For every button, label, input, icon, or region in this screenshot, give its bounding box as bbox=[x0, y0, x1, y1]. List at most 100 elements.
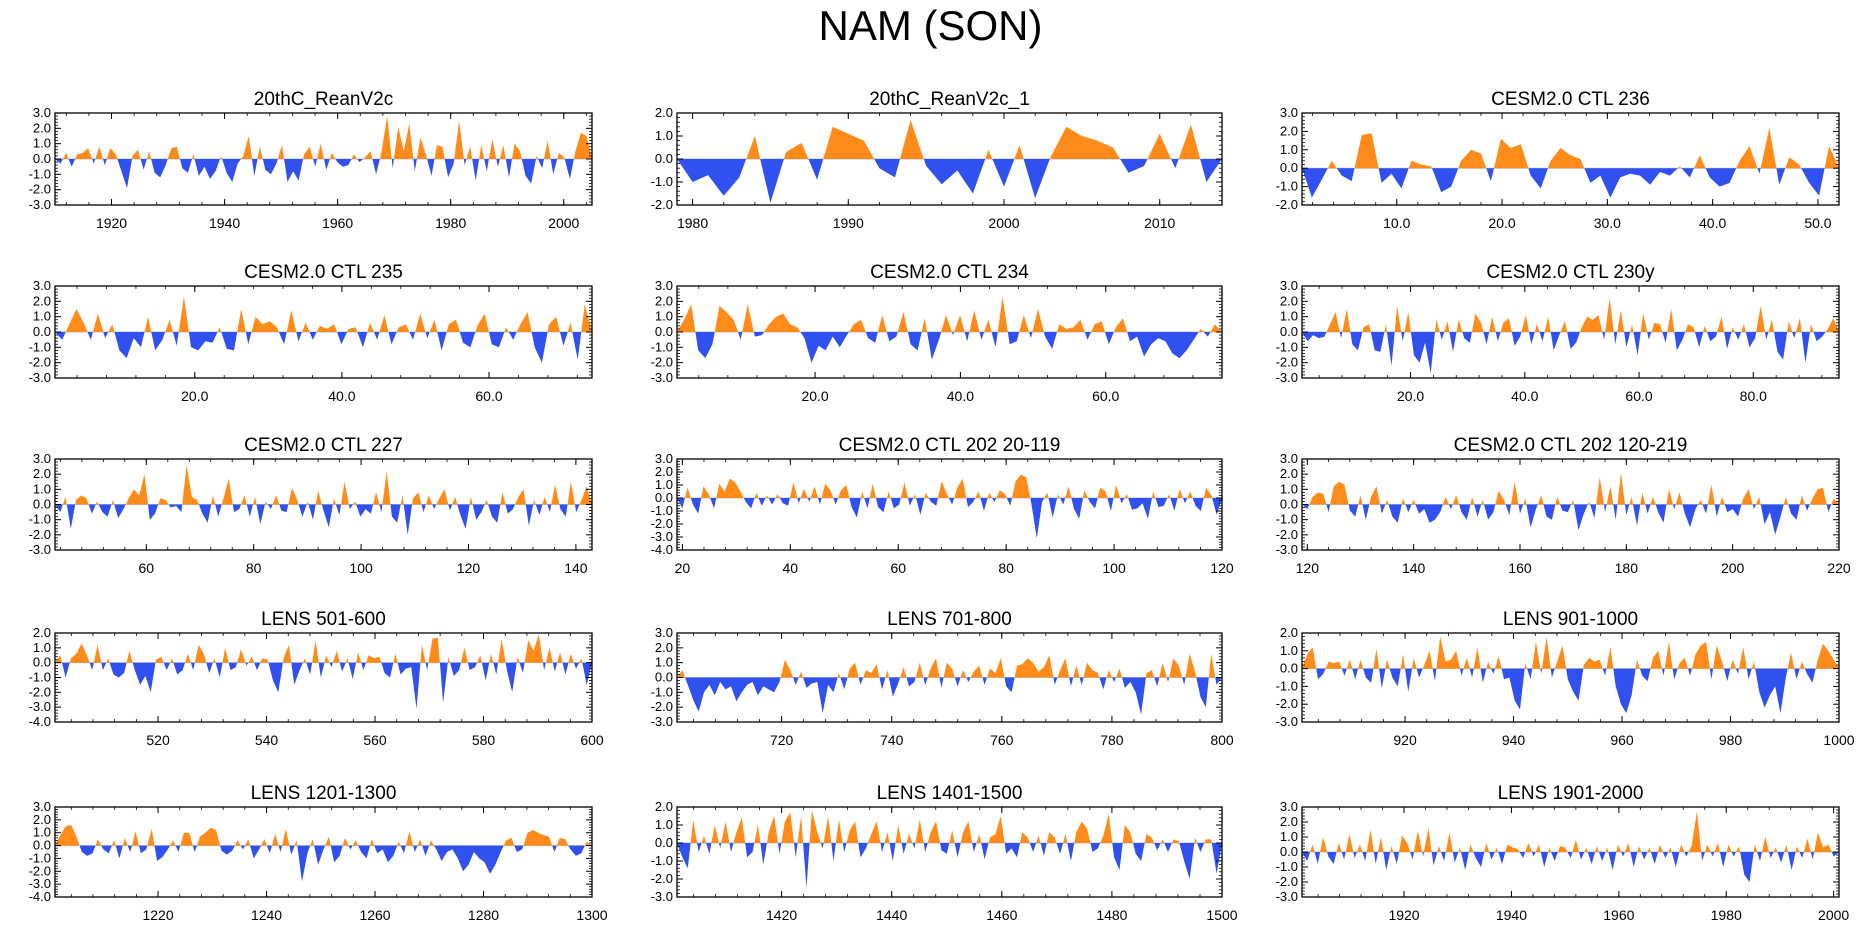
y-tick-label: -3.0 bbox=[651, 714, 673, 729]
plot-frame bbox=[676, 806, 1223, 898]
x-tick-label: 1280 bbox=[468, 907, 499, 923]
x-tick-label: 1300 bbox=[576, 907, 607, 923]
x-tick-label: 720 bbox=[770, 732, 794, 748]
y-tick-label: -1.0 bbox=[29, 166, 51, 181]
y-tick-label: -1.0 bbox=[651, 503, 673, 518]
x-tick-label: 1940 bbox=[209, 215, 240, 231]
panel-6: CESM2.0 CTL 230y 3.02.01.00.0-1.0-2.0-3.0… bbox=[1276, 262, 1840, 404]
y-tick-label: 0.0 bbox=[1280, 497, 1298, 512]
panel-2: 20thC_ReanV2c_1 2.0 1.0 0.0 -1.0 -2.0 1980 1990… bbox=[651, 89, 1223, 231]
y-tick-label: 3.0 bbox=[655, 625, 673, 640]
x-tick-label: 2000 bbox=[988, 215, 1019, 231]
y-tick-label: -2.0 bbox=[1276, 527, 1298, 542]
y-tick-label: -3.0 bbox=[29, 197, 51, 212]
y-tick-label: 3.0 bbox=[33, 451, 51, 466]
x-tick-label: 180 bbox=[1615, 560, 1639, 576]
x-tick-label: 140 bbox=[1402, 560, 1426, 576]
x-tick-label: 1440 bbox=[876, 907, 907, 923]
y-tick-label: 2.0 bbox=[655, 640, 673, 655]
y-tick-label: -3.0 bbox=[29, 370, 51, 385]
y-tick-label: -2.0 bbox=[29, 863, 51, 878]
y-tick-label: 1.0 bbox=[1280, 643, 1298, 658]
x-tick-label: 40.0 bbox=[1511, 388, 1538, 404]
y-tick-label: -2.0 bbox=[1276, 197, 1298, 212]
x-tick-label: 20.0 bbox=[801, 388, 828, 404]
negative-anomaly-area bbox=[677, 843, 1222, 888]
x-tick-label: 10.0 bbox=[1383, 215, 1410, 231]
x-tick-label: 540 bbox=[255, 732, 279, 748]
y-tick-label: 2.0 bbox=[1280, 466, 1298, 481]
positive-anomaly-area bbox=[55, 116, 592, 159]
x-tick-label: 50.0 bbox=[1804, 215, 1831, 231]
positive-anomaly-area bbox=[55, 825, 592, 846]
x-tick-label: 1940 bbox=[1496, 907, 1527, 923]
panel-title: CESM2.0 CTL 202 120-219 bbox=[1454, 435, 1688, 456]
y-tick-label: 2.0 bbox=[33, 812, 51, 827]
y-tick-label: -4.0 bbox=[29, 889, 51, 904]
x-tick-label: 1960 bbox=[1603, 907, 1634, 923]
x-tick-label: 800 bbox=[1210, 732, 1234, 748]
y-tick-label: 1.0 bbox=[1280, 481, 1298, 496]
negative-anomaly-area bbox=[677, 332, 1222, 363]
y-tick-label: 1.0 bbox=[33, 825, 51, 840]
x-tick-label: 1920 bbox=[1388, 907, 1419, 923]
y-tick-label: -2.0 bbox=[1276, 874, 1298, 889]
positive-anomaly-area bbox=[677, 119, 1222, 159]
negative-anomaly-area bbox=[1302, 668, 1839, 714]
panel-11: LENS 701-800 3.02.01.00.0-1.0-2.0-3.0 720 7… bbox=[651, 609, 1234, 748]
x-tick-label: 1000 bbox=[1823, 732, 1854, 748]
y-tick-label: -1.0 bbox=[651, 174, 673, 189]
y-tick-label: 1.0 bbox=[655, 817, 673, 832]
positive-anomaly-area bbox=[1302, 636, 1839, 669]
panel-title: LENS 901-1000 bbox=[1503, 609, 1638, 630]
negative-anomaly-area bbox=[1302, 332, 1839, 374]
panel-title: CESM2.0 CTL 202 20-119 bbox=[839, 435, 1061, 456]
panel-10: LENS 501-600 2.01.00.0-1.0-2.0-3.0-4.0 520… bbox=[29, 609, 604, 748]
panel-8: CESM2.0 CTL 202 20-119 3.02.01.00.0-1.0-2… bbox=[651, 435, 1234, 576]
positive-anomaly-area bbox=[1302, 811, 1839, 852]
y-tick-label: -3.0 bbox=[1276, 889, 1298, 904]
y-tick-label: 0.0 bbox=[1280, 160, 1298, 175]
x-tick-label: 140 bbox=[564, 560, 588, 576]
panel-title: CESM2.0 CTL 227 bbox=[244, 435, 403, 456]
panel-title: CESM2.0 CTL 235 bbox=[244, 262, 403, 283]
x-tick-label: 1500 bbox=[1206, 907, 1237, 923]
y-tick-label: -1.0 bbox=[651, 684, 673, 699]
y-tick-label: -1.0 bbox=[29, 670, 51, 685]
panel-title: CESM2.0 CTL 236 bbox=[1491, 89, 1650, 110]
x-tick-label: 980 bbox=[1719, 732, 1743, 748]
y-tick-label: 3.0 bbox=[1280, 451, 1298, 466]
y-tick-label: 2.0 bbox=[655, 105, 673, 120]
y-tick-label: 3.0 bbox=[33, 278, 51, 293]
plot-frame bbox=[1301, 112, 1840, 206]
x-tick-label: 2010 bbox=[1144, 215, 1175, 231]
x-tick-label: 780 bbox=[1100, 732, 1124, 748]
y-tick-label: 3.0 bbox=[655, 451, 673, 466]
panel-7: CESM2.0 CTL 227 3.02.01.00.0-1.0-2.0-3.0 6… bbox=[29, 435, 593, 576]
x-tick-label: 120 bbox=[1296, 560, 1320, 576]
negative-anomaly-area bbox=[677, 677, 1222, 715]
y-tick-label: -2.0 bbox=[651, 699, 673, 714]
negative-anomaly-area bbox=[55, 662, 592, 709]
x-tick-label: 2000 bbox=[548, 215, 579, 231]
y-tick-label: 1.0 bbox=[33, 309, 51, 324]
panel-title: CESM2.0 CTL 230y bbox=[1486, 262, 1655, 283]
y-tick-label: 0.0 bbox=[33, 151, 51, 166]
panel-12: LENS 901-1000 2.0 1.0 0.0 -1.0 -2.0 -3.0 920 940… bbox=[1276, 609, 1855, 748]
x-tick-label: 100 bbox=[1102, 560, 1126, 576]
positive-anomaly-area bbox=[677, 653, 1222, 678]
y-tick-label: -3.0 bbox=[29, 699, 51, 714]
plot-frame bbox=[1301, 632, 1840, 723]
x-tick-label: 120 bbox=[457, 560, 481, 576]
y-tick-label: 0.0 bbox=[655, 490, 673, 505]
x-tick-label: 760 bbox=[990, 732, 1014, 748]
y-tick-label: -1.0 bbox=[29, 512, 51, 527]
x-tick-label: 960 bbox=[1610, 732, 1634, 748]
y-tick-label: 0.0 bbox=[1280, 324, 1298, 339]
positive-anomaly-area bbox=[677, 296, 1222, 332]
y-tick-label: 1.0 bbox=[33, 481, 51, 496]
y-tick-label: -3.0 bbox=[1276, 714, 1298, 729]
y-tick-label: -2.0 bbox=[1276, 696, 1298, 711]
negative-anomaly-area bbox=[55, 159, 592, 189]
x-tick-label: 1460 bbox=[986, 907, 1017, 923]
